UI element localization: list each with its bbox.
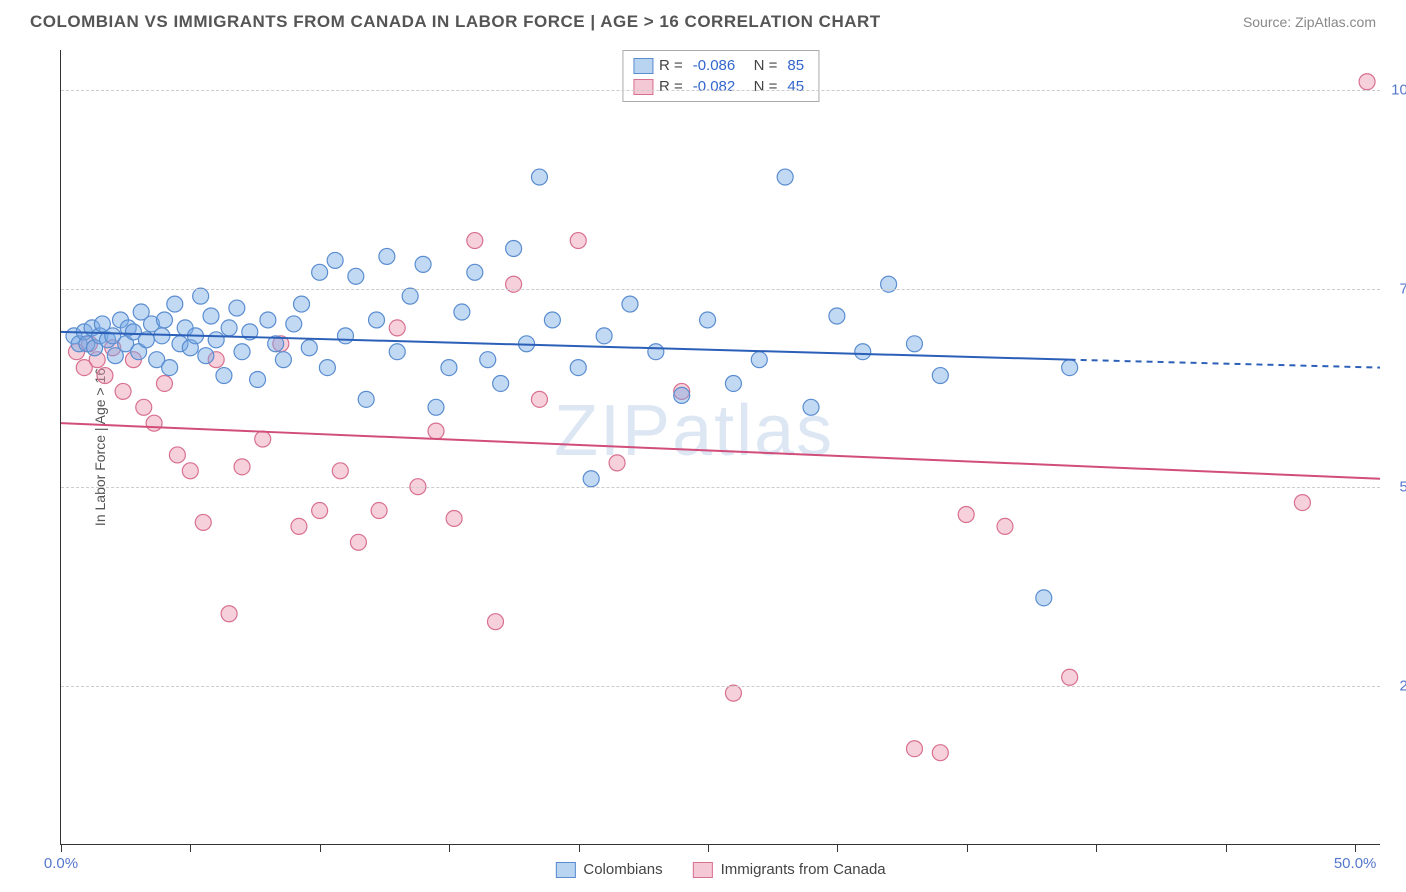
legend-item: Colombians bbox=[555, 861, 662, 878]
x-tick bbox=[449, 844, 450, 852]
y-tick-label: 75.0% bbox=[1399, 280, 1406, 297]
gridline bbox=[61, 487, 1380, 488]
x-tick-label: 0.0% bbox=[44, 855, 78, 872]
r-value: -0.086 bbox=[693, 57, 736, 74]
n-value: 45 bbox=[787, 78, 804, 95]
x-tick bbox=[320, 844, 321, 852]
stats-legend-row: R = -0.082 N = 45 bbox=[633, 76, 808, 97]
source-label: Source: ZipAtlas.com bbox=[1243, 14, 1376, 30]
n-label: N = bbox=[745, 57, 777, 74]
y-tick-label: 50.0% bbox=[1399, 479, 1406, 496]
x-tick bbox=[1355, 844, 1356, 852]
series-legend: Colombians Immigrants from Canada bbox=[555, 861, 885, 878]
chart-title: COLOMBIAN VS IMMIGRANTS FROM CANADA IN L… bbox=[30, 12, 881, 32]
stats-legend-box: R = -0.086 N = 85 R = -0.082 N = 45 bbox=[622, 50, 819, 102]
y-tick-label: 25.0% bbox=[1399, 678, 1406, 695]
gridline bbox=[61, 686, 1380, 687]
gridline bbox=[61, 90, 1380, 91]
scatter-svg bbox=[61, 50, 1380, 844]
r-value: -0.082 bbox=[693, 78, 736, 95]
x-tick bbox=[967, 844, 968, 852]
x-tick bbox=[708, 844, 709, 852]
stats-legend-row: R = -0.086 N = 85 bbox=[633, 55, 808, 76]
legend-swatch bbox=[693, 862, 713, 878]
legend-label: Colombians bbox=[583, 861, 662, 878]
n-label: N = bbox=[745, 78, 777, 95]
legend-item: Immigrants from Canada bbox=[693, 861, 886, 878]
legend-swatch bbox=[633, 58, 653, 74]
x-tick-label: 50.0% bbox=[1334, 855, 1377, 872]
r-label: R = bbox=[659, 57, 683, 74]
chart-plot-area: In Labor Force | Age > 16 ZIPatlas R = -… bbox=[60, 50, 1380, 845]
legend-swatch bbox=[555, 862, 575, 878]
legend-swatch bbox=[633, 79, 653, 95]
x-tick bbox=[190, 844, 191, 852]
legend-label: Immigrants from Canada bbox=[721, 861, 886, 878]
x-tick bbox=[1226, 844, 1227, 852]
y-tick-label: 100.0% bbox=[1391, 81, 1406, 98]
x-tick bbox=[1096, 844, 1097, 852]
n-value: 85 bbox=[787, 57, 804, 74]
x-tick bbox=[837, 844, 838, 852]
x-tick bbox=[579, 844, 580, 852]
gridline bbox=[61, 289, 1380, 290]
r-label: R = bbox=[659, 78, 683, 95]
y-axis-label: In Labor Force | Age > 16 bbox=[92, 368, 108, 526]
x-tick bbox=[61, 844, 62, 852]
watermark-text: ZIPatlas bbox=[554, 390, 834, 472]
